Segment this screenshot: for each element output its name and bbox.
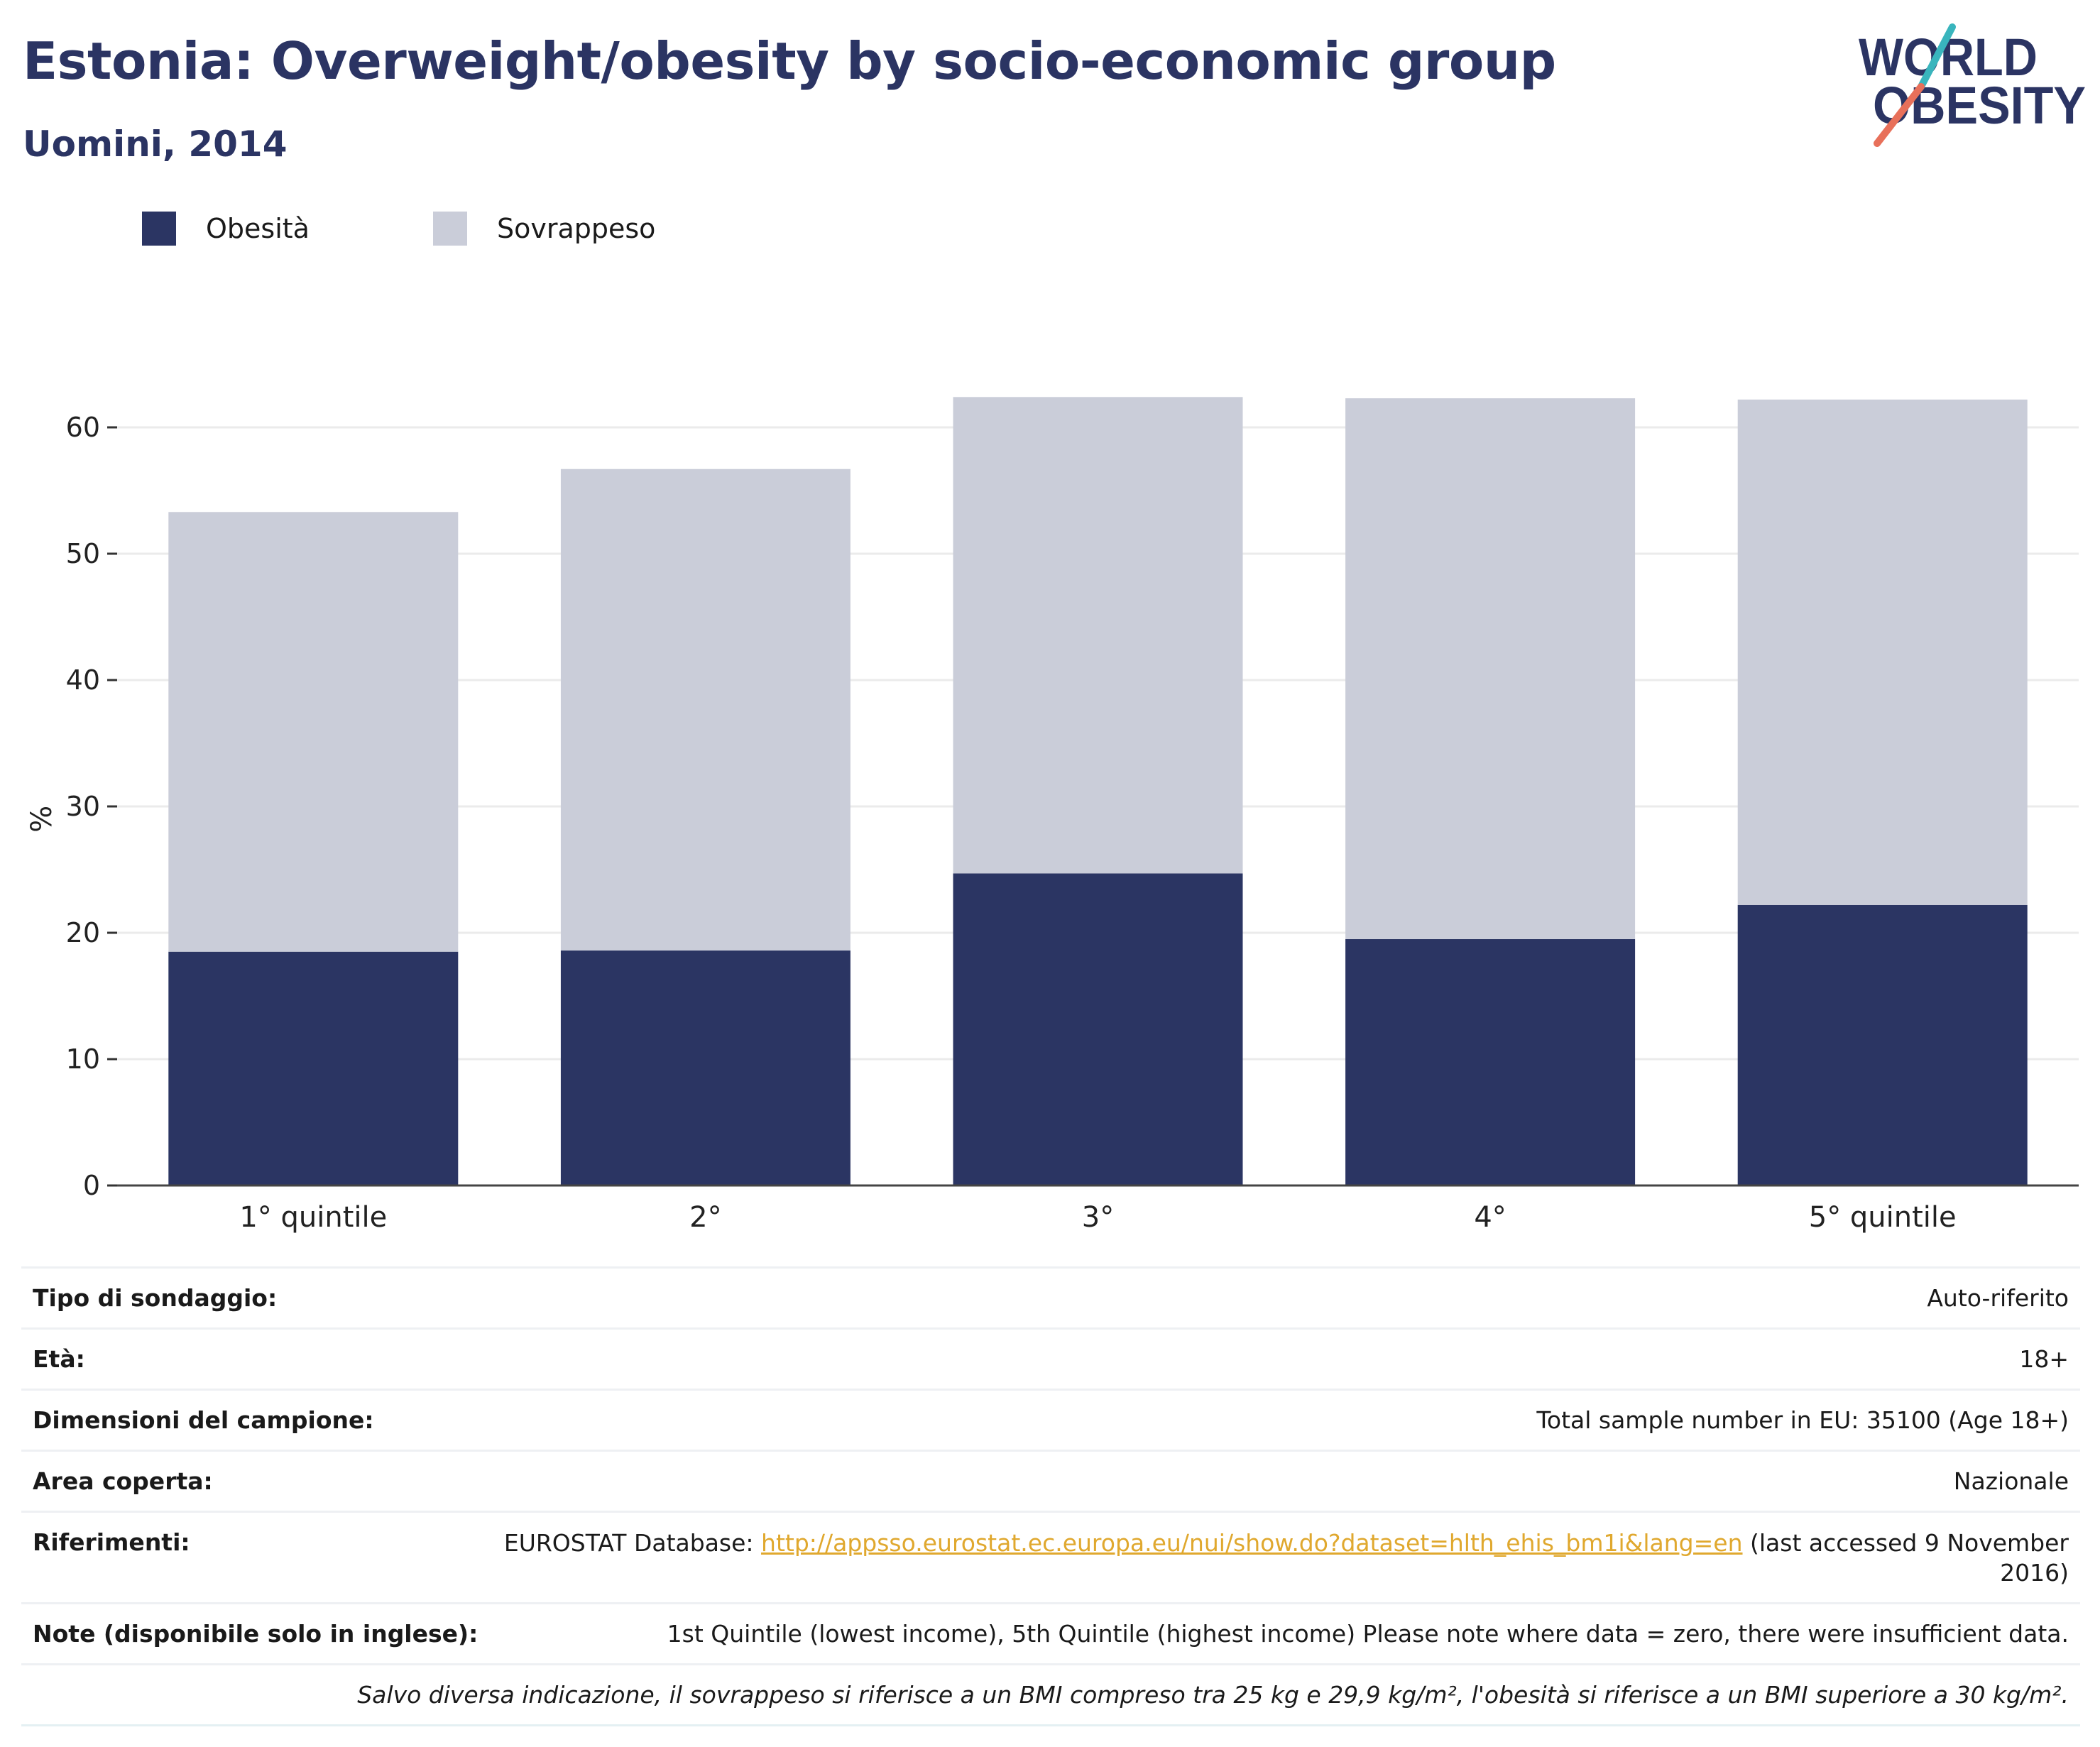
y-tick-label: 10 [66, 1044, 100, 1075]
y-tick-label: 40 [66, 664, 100, 696]
info-row-footnote: Salvo diversa indicazione, il sovrappeso… [21, 1663, 2080, 1726]
info-key-notes: Note (disponibile solo in inglese): [33, 1620, 478, 1648]
info-key: Tipo di sondaggio: [33, 1284, 278, 1312]
footnote: Salvo diversa indicazione, il sovrappeso… [357, 1681, 2069, 1709]
info-value: Total sample number in EU: 35100 (Age 18… [1536, 1406, 2069, 1434]
bar-overweight [1345, 398, 1636, 939]
info-key-references: Riferimenti: [33, 1528, 190, 1556]
info-row-references: Riferimenti: EUROSTAT Database: http://a… [21, 1511, 2080, 1602]
x-tick-label: 1° quintile [239, 1201, 387, 1234]
bar-obesity [1737, 904, 2028, 1185]
info-value: Auto-riferito [1927, 1284, 2069, 1312]
info-row: Tipo di sondaggio: Auto-riferito [21, 1266, 2080, 1327]
legend-label-obesity: Obesità [206, 213, 310, 244]
y-tick-label: 0 [83, 1170, 100, 1201]
ref-suffix-2: 2016) [2000, 1559, 2069, 1587]
legend-swatch-obesity [142, 212, 176, 246]
info-value-references: EUROSTAT Database: http://appsso.eurosta… [504, 1513, 2080, 1588]
info-row: Dimensioni del campione: Total sample num… [21, 1389, 2080, 1450]
info-value: Nazionale [1953, 1467, 2069, 1495]
x-tick-label: 5° quintile [1809, 1201, 1957, 1234]
chart-subtitle: Uomini, 2014 [23, 124, 288, 165]
info-value: 18+ [2019, 1345, 2069, 1373]
stacked-bar-chart: 0 10 20 30 40 50 60% 1° quintile 2° 3° 4° 5° quinti… [26, 397, 2079, 1234]
y-tick-label: 60 [66, 412, 100, 443]
y-tick-label: 50 [66, 538, 100, 569]
info-table: Tipo di sondaggio: Auto-riferito Età: 18+ Di… [21, 1266, 2080, 1726]
y-tick-label: 20 [66, 917, 100, 948]
bar-overweight [953, 397, 1243, 874]
bar-overweight [560, 469, 851, 951]
info-row: Età: 18+ [21, 1327, 2080, 1389]
bar-obesity [168, 951, 459, 1185]
y-axis-label: % [26, 806, 58, 833]
info-row: Area coperta: Nazionale [21, 1450, 2080, 1511]
legend-item-obesity: Obesità [142, 210, 310, 247]
y-tick-label: 30 [66, 791, 100, 822]
ref-link[interactable]: http://appsso.eurostat.ec.europa.eu/nui/… [761, 1529, 1743, 1557]
legend-swatch-overweight [433, 212, 467, 246]
bar-obesity [953, 873, 1243, 1185]
bar-obesity [1345, 938, 1636, 1185]
info-key: Dimensioni del campione: [33, 1406, 374, 1434]
bar-obesity [560, 950, 851, 1185]
x-tick-label: 2° [689, 1201, 721, 1234]
info-row-notes: Note (disponibile solo in inglese): 1st … [21, 1602, 2080, 1663]
info-rows: Tipo di sondaggio: Auto-riferito Età: 18+ Di… [21, 1266, 2080, 1511]
info-value-notes: 1st Quintile (lowest income), 5th Quinti… [667, 1620, 2069, 1648]
legend-label-overweight: Sovrappeso [497, 213, 656, 244]
info-key: Età: [33, 1345, 85, 1373]
ref-prefix: EUROSTAT Database: [503, 1529, 762, 1557]
bar-overweight [1737, 399, 2028, 905]
x-tick-label: 3° [1082, 1201, 1114, 1234]
x-tick-label: 4° [1474, 1201, 1506, 1234]
logo-slash-teal [1918, 23, 1956, 90]
logo-slash-coral [1874, 83, 1925, 147]
info-key: Area coperta: [33, 1467, 213, 1495]
bar-overweight [168, 512, 459, 952]
legend-item-overweight: Sovrappeso [433, 210, 655, 247]
ref-suffix-1: (last accessed 9 November [1742, 1529, 2069, 1557]
chart-title: Estonia: Overweight/obesity by socio-eco… [23, 31, 1556, 91]
world-obesity-logo: WORLD OBESITY [1859, 23, 2086, 147]
